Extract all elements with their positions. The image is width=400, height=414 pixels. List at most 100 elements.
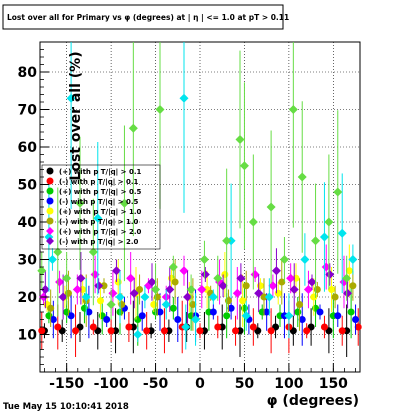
data-point — [174, 316, 182, 323]
data-point — [345, 267, 353, 275]
data-point — [128, 123, 138, 133]
data-point — [126, 273, 136, 283]
data-point — [138, 312, 146, 320]
data-point — [298, 316, 306, 323]
data-point — [179, 93, 189, 103]
y-tick-label: 50 — [18, 178, 38, 194]
data-point — [191, 315, 201, 324]
data-point — [222, 236, 232, 246]
x-tick-label: -50 — [143, 376, 169, 392]
data-point — [307, 277, 317, 287]
legend-label: (-) with p T/|q| > 1.0 — [59, 218, 139, 227]
y-tick-label: 60 — [18, 140, 38, 156]
title-box — [2, 4, 284, 30]
legend-label: (+) with p T/|q| > 2.0 — [59, 228, 142, 237]
legend-marker — [46, 197, 54, 205]
data-point — [266, 202, 276, 212]
x-axis-title: φ (degrees) — [267, 393, 359, 409]
data-point — [76, 273, 86, 283]
data-point — [271, 266, 281, 276]
legend-marker — [46, 237, 54, 245]
data-point — [224, 297, 232, 305]
y-axis-title: Lost over all (%) — [68, 51, 84, 180]
data-point — [286, 273, 296, 283]
data-point — [94, 281, 104, 291]
data-point — [147, 277, 157, 287]
timestamp: Tue May 15 10:10:41 2018 — [3, 402, 129, 412]
data-point — [348, 255, 358, 264]
data-point — [118, 301, 126, 308]
x-tick-label: -100 — [94, 376, 129, 392]
data-point — [300, 255, 310, 264]
data-point — [254, 288, 264, 298]
data-point — [236, 273, 246, 283]
data-point — [264, 292, 274, 302]
data-point — [227, 304, 235, 312]
data-point — [249, 323, 257, 331]
legend-marker — [46, 227, 54, 235]
data-point — [242, 282, 250, 290]
data-point — [37, 266, 47, 276]
data-point — [289, 285, 299, 294]
data-marks — [37, 42, 362, 357]
data-point — [125, 323, 133, 331]
data-point — [168, 262, 178, 272]
data-point — [103, 316, 111, 323]
data-point — [331, 293, 339, 301]
data-point — [297, 172, 307, 182]
data-point — [196, 327, 204, 335]
y-tick-label: 70 — [18, 103, 38, 119]
data-point — [133, 330, 143, 339]
x-tick-label: 100 — [274, 376, 303, 392]
data-point — [153, 293, 161, 301]
data-point — [349, 282, 357, 290]
data-point — [319, 232, 329, 242]
data-point — [260, 293, 268, 301]
data-point — [47, 304, 55, 312]
data-point — [85, 308, 93, 316]
data-point — [72, 327, 80, 335]
data-point — [81, 292, 91, 302]
axes: -150 -100 -50 0 50 100 150 10 20 30 40 50 60 70 80 — [18, 49, 356, 392]
data-point — [186, 285, 196, 294]
data-point — [119, 198, 129, 208]
data-point — [303, 285, 313, 294]
data-point — [100, 282, 108, 290]
chart-title: Lost over all for Primary vs φ (degrees)… — [7, 13, 289, 23]
data-point — [267, 327, 275, 335]
data-point — [129, 288, 139, 298]
data-point — [47, 255, 57, 264]
data-point — [40, 285, 50, 294]
data-point — [89, 323, 97, 331]
data-point — [151, 285, 161, 294]
data-point — [239, 161, 249, 171]
data-point — [241, 311, 251, 321]
data-point — [256, 282, 264, 290]
data-point — [296, 301, 304, 308]
data-point — [278, 278, 286, 286]
data-point — [284, 311, 294, 321]
data-point — [140, 292, 150, 302]
data-point — [179, 266, 189, 276]
data-point — [150, 301, 158, 308]
data-point — [88, 247, 98, 257]
data-point — [214, 323, 222, 331]
data-point — [111, 266, 121, 276]
data-point — [38, 327, 46, 335]
data-point — [313, 286, 321, 293]
legend-label: (+) with p T/|q| > 0.5 — [59, 188, 142, 197]
data-point — [53, 247, 63, 257]
data-point — [62, 273, 72, 283]
data-point — [199, 255, 209, 264]
data-point — [49, 316, 57, 323]
data-point — [208, 292, 218, 302]
data-point — [263, 308, 271, 316]
data-point — [294, 308, 302, 316]
legend-marker — [46, 207, 54, 215]
data-point — [338, 327, 346, 335]
data-point — [197, 285, 207, 294]
data-point — [72, 285, 82, 294]
data-point — [58, 292, 68, 302]
data-point — [232, 327, 240, 335]
